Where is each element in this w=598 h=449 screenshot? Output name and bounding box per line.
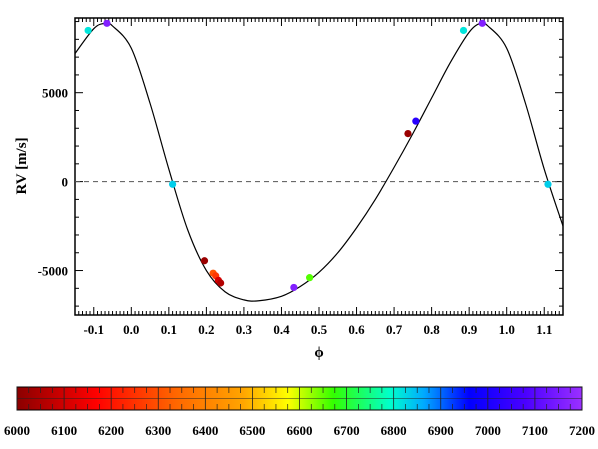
x-tick-label: 0.4 — [273, 322, 290, 337]
colorbar-tick-label: 6500 — [239, 423, 265, 438]
x-tick-label: 1.1 — [536, 322, 552, 337]
data-point — [544, 180, 552, 188]
colorbar-labels: 6000 6100 6200 6300 6400 6500 6600 6700 6800 6900… — [4, 423, 595, 438]
x-tick-label: 0.3 — [236, 322, 253, 337]
x-tick-label: 0.5 — [311, 322, 328, 337]
colorbar-tick-label: 6800 — [381, 423, 407, 438]
data-point — [103, 19, 111, 27]
y-tick-label: 5000 — [42, 86, 68, 101]
data-point — [478, 19, 486, 27]
plot-frame — [74, 17, 564, 316]
colorbar-tick-label: 6400 — [192, 423, 218, 438]
x-tick-label: 1.0 — [499, 322, 515, 337]
x-tick-label: 0.1 — [161, 322, 177, 337]
y-axis-label: RV [m/s] — [14, 137, 30, 194]
x-axis-label: ϕ — [314, 345, 323, 361]
colorbar-tick-label: 6700 — [334, 423, 360, 438]
model-curve — [75, 22, 563, 302]
colorbar-tick-label: 7100 — [522, 423, 548, 438]
data-point — [404, 129, 412, 138]
x-tick-label: 0.7 — [386, 322, 403, 337]
y-tick-label: 0 — [62, 175, 69, 190]
data-point — [412, 117, 420, 125]
colorbar-tick-label: 7000 — [475, 423, 501, 438]
y-tick-label: -5000 — [38, 264, 68, 279]
x-tick-label: 0.9 — [461, 322, 478, 337]
colorbar-tick-label: 6300 — [145, 423, 171, 438]
colorbar-tick-label: 6200 — [98, 423, 124, 438]
x-tick-label: -0.1 — [83, 322, 104, 337]
x-tick-label: 0.6 — [348, 322, 365, 337]
data-point — [217, 279, 225, 287]
x-axis-ticks: -0.1 0.0 0.1 0.2 0.3 0.4 0.5 0.6 0.7 0.8 0.9 1.0 1.1 — [74, 18, 564, 337]
colorbar-tick-label: 6900 — [428, 423, 454, 438]
y-axis-ticks: -5000 0 5000 — [38, 21, 563, 307]
data-point — [84, 26, 92, 35]
colorbar-tick-label: 6600 — [287, 423, 313, 438]
data-point — [200, 257, 209, 265]
data-point — [459, 26, 468, 35]
x-tick-label: 0.2 — [198, 322, 214, 337]
x-tick-label: 0.8 — [423, 322, 440, 337]
data-point — [169, 180, 177, 188]
x-tick-label: 0.0 — [123, 322, 139, 337]
colorbar-tick-label: 6100 — [51, 423, 77, 438]
data-points — [84, 19, 552, 292]
colorbar-tick-label: 7200 — [569, 423, 595, 438]
colorbar-tick-label: 6000 — [4, 423, 30, 438]
data-point — [306, 274, 314, 282]
colorbar-grid — [16, 387, 583, 410]
data-point — [290, 283, 298, 292]
